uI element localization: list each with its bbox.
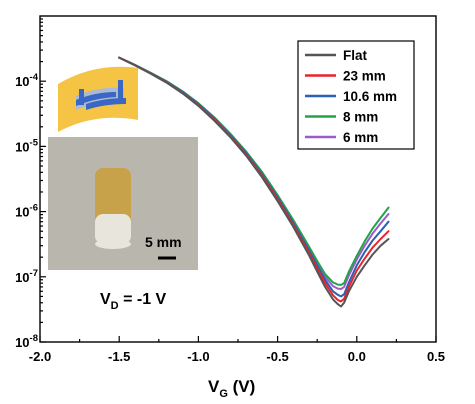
device-electrode-right xyxy=(86,98,126,110)
inset-device-schematic xyxy=(58,66,138,132)
legend-label: 6 mm xyxy=(343,130,378,145)
legend-label: Flat xyxy=(343,48,368,63)
legend: Flat 23 mm 10.6 mm 8 mm 6 mm xyxy=(297,40,415,150)
x-tick-label: -0.5 xyxy=(266,349,288,364)
x-axis-ticks: -2.0 -1.5 -1.0 -0.5 0.0 0.5 xyxy=(29,336,445,364)
device-electrode-left xyxy=(76,92,116,106)
y-tick-label: 10-5 xyxy=(15,137,39,154)
x-tick-label: 0.0 xyxy=(348,349,366,364)
x-tick-label: -2.0 xyxy=(29,349,51,364)
series-layer xyxy=(118,56,390,308)
x-tick-label: 0.5 xyxy=(427,349,445,364)
legend-label: 23 mm xyxy=(343,69,386,84)
legend-label: 10.6 mm xyxy=(343,89,397,104)
plot-area-frame xyxy=(39,15,437,343)
photo-tube-end xyxy=(95,239,131,249)
legend-label: 8 mm xyxy=(343,110,378,125)
series-line-flat xyxy=(118,56,390,308)
scale-bar-label: 5 mm xyxy=(145,234,182,250)
x-tick-label: -1.0 xyxy=(187,349,209,364)
y-tick-label: 10-8 xyxy=(15,333,38,350)
y-tick-label: 10-4 xyxy=(15,72,39,89)
photo-tube-gold xyxy=(95,168,131,228)
y-axis-ticks: 10-8 10-7 10-6 10-5 10-4 xyxy=(15,18,46,350)
y-tick-label: 10-6 xyxy=(15,203,38,220)
x-tick-label: -1.5 xyxy=(108,349,130,364)
y-tick-label: 10-7 xyxy=(15,268,38,285)
device-pad-left xyxy=(79,89,84,105)
photo-tube-glass xyxy=(95,214,131,244)
drain-voltage-annotation: VD = -1 V xyxy=(100,291,167,312)
device-pad-right xyxy=(118,80,123,102)
inset-photo: 5 mm xyxy=(48,137,198,270)
x-axis-title: VG (V) xyxy=(208,377,255,400)
